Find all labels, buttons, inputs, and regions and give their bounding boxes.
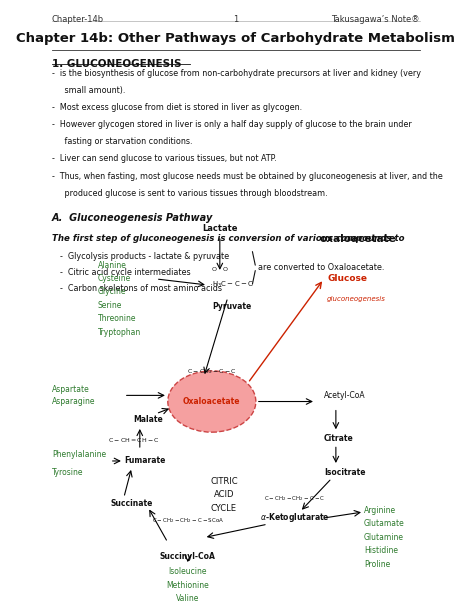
Text: CYCLE: CYCLE <box>211 504 237 512</box>
Text: -  However glycogen stored in liver is only a half day supply of glucose to the : - However glycogen stored in liver is on… <box>52 120 411 129</box>
Text: Lactate: Lactate <box>202 224 237 233</box>
Text: Histidine: Histidine <box>364 546 398 555</box>
Text: produced glucose is sent to various tissues through bloodstream.: produced glucose is sent to various tiss… <box>52 189 328 198</box>
Text: Succinyl-CoA: Succinyl-CoA <box>160 552 216 561</box>
Text: Methionine: Methionine <box>166 581 209 590</box>
Text: Asparagine: Asparagine <box>52 397 95 406</box>
Text: -  Thus, when fasting, most glucose needs must be obtained by gluconeogenesis at: - Thus, when fasting, most glucose needs… <box>52 172 443 181</box>
Text: Malate: Malate <box>133 416 163 424</box>
Text: Isocitrate: Isocitrate <box>324 468 365 476</box>
Ellipse shape <box>168 371 256 432</box>
Text: are converted to Oxaloacetate.: are converted to Oxaloacetate. <box>258 264 384 272</box>
Text: -  Carbon skeletons of most amino acids: - Carbon skeletons of most amino acids <box>60 284 222 293</box>
Text: Serine: Serine <box>98 301 122 310</box>
Text: Isoleucine: Isoleucine <box>169 567 207 576</box>
Text: Phenylalanine: Phenylalanine <box>52 451 106 459</box>
Text: Takusagawa’s Note®: Takusagawa’s Note® <box>331 15 420 25</box>
Text: CITRIC: CITRIC <box>210 477 237 485</box>
Text: $\mathsf{H_3C-C-C}$: $\mathsf{H_3C-C-C}$ <box>212 280 254 290</box>
Text: Succinate: Succinate <box>110 500 153 508</box>
Text: Chapter 14b: Other Pathways of Carbohydrate Metabolism: Chapter 14b: Other Pathways of Carbohydr… <box>17 32 455 45</box>
Text: gluconeogenesis: gluconeogenesis <box>327 296 385 302</box>
Text: Threonine: Threonine <box>98 314 137 324</box>
Text: oxaloacetate: oxaloacetate <box>320 234 397 243</box>
Text: $\alpha$-Ketoglutarate: $\alpha$-Ketoglutarate <box>260 511 330 525</box>
Text: $\mathsf{C-CH{=}CH-C}$: $\mathsf{C-CH{=}CH-C}$ <box>108 436 159 444</box>
Text: Glycine: Glycine <box>98 287 126 297</box>
Text: 1: 1 <box>233 15 238 25</box>
Text: Cysteine: Cysteine <box>98 274 131 283</box>
Text: -  Liver can send glucose to various tissues, but not ATP.: - Liver can send glucose to various tiss… <box>52 154 276 164</box>
Text: Fumarate: Fumarate <box>124 457 165 465</box>
Text: A.  Gluconeogenesis Pathway: A. Gluconeogenesis Pathway <box>52 213 213 223</box>
Text: Acetyl-CoA: Acetyl-CoA <box>324 391 365 400</box>
Text: $\mathsf{C-CH_2-C-C}$: $\mathsf{C-CH_2-C-C}$ <box>187 367 237 376</box>
Text: $\mathsf{C-CH_2-CH_2-C-SCoA}$: $\mathsf{C-CH_2-CH_2-C-SCoA}$ <box>152 516 224 525</box>
Text: Valine: Valine <box>176 594 200 603</box>
Text: -  Most excess glucose from diet is stored in liver as glycogen.: - Most excess glucose from diet is store… <box>52 103 302 112</box>
Text: O   O: O O <box>212 267 228 272</box>
Text: Tryptophan: Tryptophan <box>98 328 141 337</box>
Text: Glucose: Glucose <box>328 275 368 283</box>
Text: fasting or starvation conditions.: fasting or starvation conditions. <box>52 137 192 147</box>
Text: Pyruvate: Pyruvate <box>212 302 251 311</box>
Text: -  Citric acid cycle intermediates: - Citric acid cycle intermediates <box>60 268 191 277</box>
Text: ACID: ACID <box>214 490 234 499</box>
Text: Citrate: Citrate <box>324 434 354 443</box>
Text: -  Glycolysis products - lactate & pyruvate: - Glycolysis products - lactate & pyruva… <box>60 252 229 261</box>
Text: 1. GLUCONEOGENESIS: 1. GLUCONEOGENESIS <box>52 59 181 69</box>
Text: Oxaloacetate: Oxaloacetate <box>183 397 241 406</box>
Text: The first step of gluconeogenesis is conversion of various compounds to: The first step of gluconeogenesis is con… <box>52 234 407 243</box>
Text: Alanine: Alanine <box>98 261 127 270</box>
Text: $\mathsf{C-CH_2-CH_2-C-C}$: $\mathsf{C-CH_2-CH_2-C-C}$ <box>264 493 325 503</box>
Text: -  is the biosynthesis of glucose from non-carbohydrate precursors at liver and : - is the biosynthesis of glucose from no… <box>52 69 421 78</box>
Text: Tyrosine: Tyrosine <box>52 468 83 476</box>
Text: Glutamate: Glutamate <box>364 519 405 528</box>
Text: Proline: Proline <box>364 560 390 569</box>
Text: Arginine: Arginine <box>364 506 396 515</box>
Text: Chapter-14b: Chapter-14b <box>52 15 104 25</box>
Text: small amount).: small amount). <box>52 86 125 95</box>
Text: Aspartate: Aspartate <box>52 385 90 394</box>
Text: Glutamine: Glutamine <box>364 533 404 542</box>
